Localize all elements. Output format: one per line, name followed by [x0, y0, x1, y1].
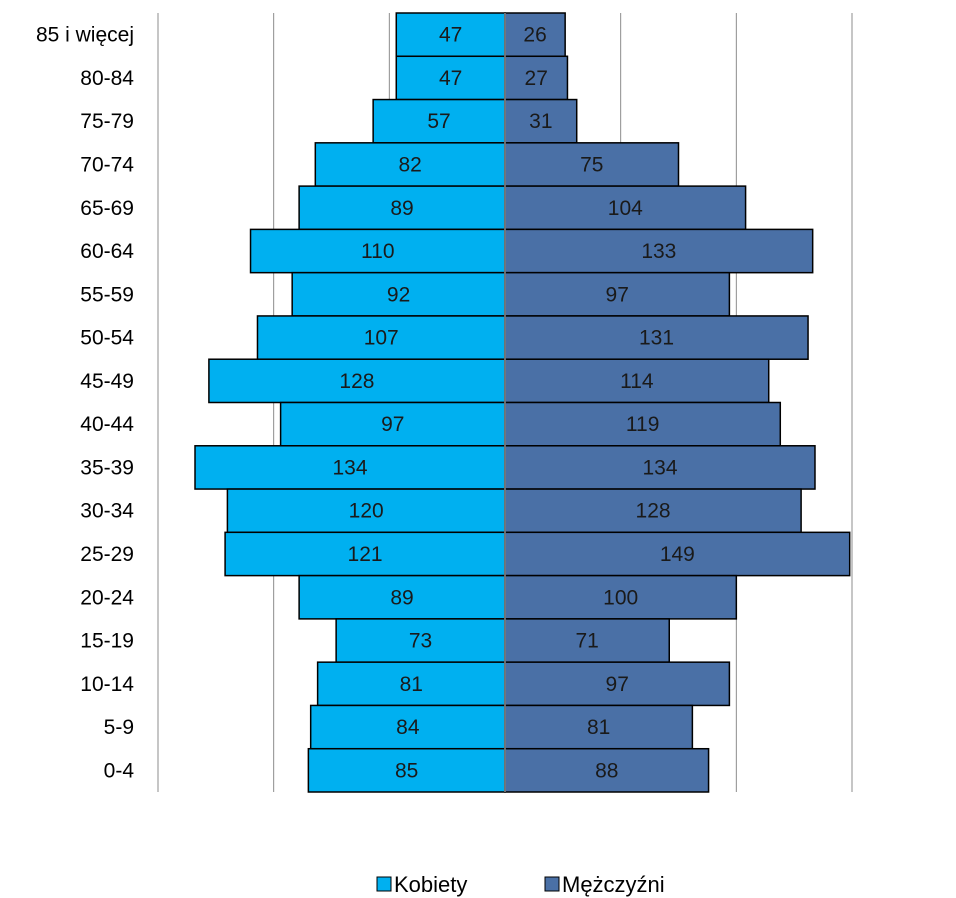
- data-label-mezczyzni: 88: [595, 759, 618, 782]
- category-label: 25-29: [80, 543, 134, 566]
- data-label-kobiety: 89: [390, 197, 413, 220]
- data-label-kobiety: 89: [390, 586, 413, 609]
- bar-mezczyzni: [504, 315, 809, 360]
- data-label-mezczyzni: 114: [620, 370, 654, 393]
- category-label: 70-74: [80, 153, 134, 176]
- data-label-kobiety: 57: [427, 110, 450, 133]
- data-label-mezczyzni: 26: [523, 24, 546, 47]
- bar-mezczyzni: [504, 228, 814, 274]
- data-label-kobiety: 134: [332, 456, 367, 479]
- data-label-mezczyzni: 81: [587, 716, 610, 739]
- category-label: 55-59: [80, 283, 134, 306]
- data-label-mezczyzni: 31: [529, 110, 552, 133]
- category-label: 85 i więcej: [36, 24, 134, 47]
- data-label-mezczyzni: 104: [608, 197, 643, 220]
- data-label-mezczyzni: 75: [580, 153, 603, 176]
- bar-mezczyzni: [504, 618, 670, 663]
- bar-kobiety: [309, 704, 506, 750]
- data-label-kobiety: 82: [398, 153, 421, 176]
- bar-mezczyzni: [504, 98, 578, 144]
- data-label-kobiety: 47: [439, 67, 462, 90]
- legend-swatch: [544, 876, 560, 892]
- bar-kobiety: [316, 661, 506, 707]
- bar-kobiety: [226, 488, 506, 534]
- data-label-mezczyzni: 149: [660, 543, 695, 566]
- data-label-kobiety: 85: [395, 759, 418, 782]
- category-label: 20-24: [80, 586, 134, 609]
- data-label-mezczyzni: 119: [626, 413, 659, 436]
- category-label: 30-34: [80, 500, 134, 523]
- bar-mezczyzni: [504, 574, 738, 620]
- data-label-mezczyzni: 27: [525, 67, 548, 90]
- bar-kobiety: [208, 358, 506, 404]
- category-label: 75-79: [80, 110, 134, 133]
- legend-label: Mężczyźni: [562, 872, 665, 897]
- data-label-kobiety: 81: [400, 673, 423, 696]
- bar-kobiety: [291, 271, 506, 317]
- data-label-mezczyzni: 100: [603, 586, 638, 609]
- bar-mezczyzni: [504, 271, 731, 317]
- bar-kobiety: [307, 747, 506, 793]
- legend-swatch: [376, 876, 392, 892]
- bar-mezczyzni: [504, 358, 770, 404]
- bars: [194, 12, 851, 793]
- bar-kobiety: [249, 228, 506, 274]
- data-label-kobiety: 97: [381, 413, 404, 436]
- category-label: 65-69: [80, 197, 134, 220]
- legend-label: Kobiety: [394, 872, 467, 897]
- category-label: 50-54: [80, 327, 134, 350]
- bar-kobiety: [372, 98, 506, 144]
- data-label-kobiety: 47: [439, 24, 462, 47]
- data-label-kobiety: 84: [396, 716, 420, 739]
- data-label-kobiety: 120: [349, 500, 384, 523]
- category-label: 45-49: [80, 370, 134, 393]
- data-label-kobiety: 110: [361, 240, 394, 263]
- legend: Kobiety Mężczyźni: [376, 872, 665, 897]
- category-label: 35-39: [80, 456, 134, 479]
- category-label: 0-4: [104, 759, 135, 782]
- labels: 85 i więcej 47 26 80-84 47 27 75-79 57 31 70-74 82…: [36, 24, 695, 783]
- data-label-kobiety: 121: [348, 543, 383, 566]
- bar-kobiety: [314, 142, 506, 187]
- data-label-mezczyzni: 97: [606, 673, 629, 696]
- data-label-mezczyzni: 133: [641, 240, 676, 263]
- bar-kobiety: [298, 574, 506, 620]
- bar-mezczyzni: [504, 445, 816, 490]
- category-label: 15-19: [80, 630, 134, 653]
- data-label-mezczyzni: 131: [639, 327, 674, 350]
- category-label: 40-44: [80, 413, 134, 436]
- data-label-kobiety: 107: [364, 327, 399, 350]
- bar-mezczyzni: [504, 747, 710, 793]
- data-label-mezczyzni: 71: [575, 630, 598, 653]
- bar-kobiety: [194, 445, 506, 490]
- category-label: 10-14: [80, 673, 134, 696]
- category-label: 5-9: [104, 716, 134, 739]
- bar-mezczyzni: [504, 142, 680, 187]
- data-label-kobiety: 128: [339, 370, 374, 393]
- data-label-mezczyzni: 128: [636, 500, 671, 523]
- bar-mezczyzni: [504, 704, 694, 750]
- bar-mezczyzni: [504, 488, 802, 534]
- bar-mezczyzni: [504, 185, 747, 231]
- bar-mezczyzni: [504, 531, 851, 577]
- category-label: 60-64: [80, 240, 134, 263]
- data-label-kobiety: 92: [387, 283, 410, 306]
- data-label-kobiety: 73: [409, 630, 432, 653]
- data-label-mezczyzni: 97: [606, 283, 629, 306]
- data-label-mezczyzni: 134: [642, 456, 677, 479]
- bar-mezczyzni: [504, 401, 782, 447]
- category-label: 80-84: [80, 67, 134, 90]
